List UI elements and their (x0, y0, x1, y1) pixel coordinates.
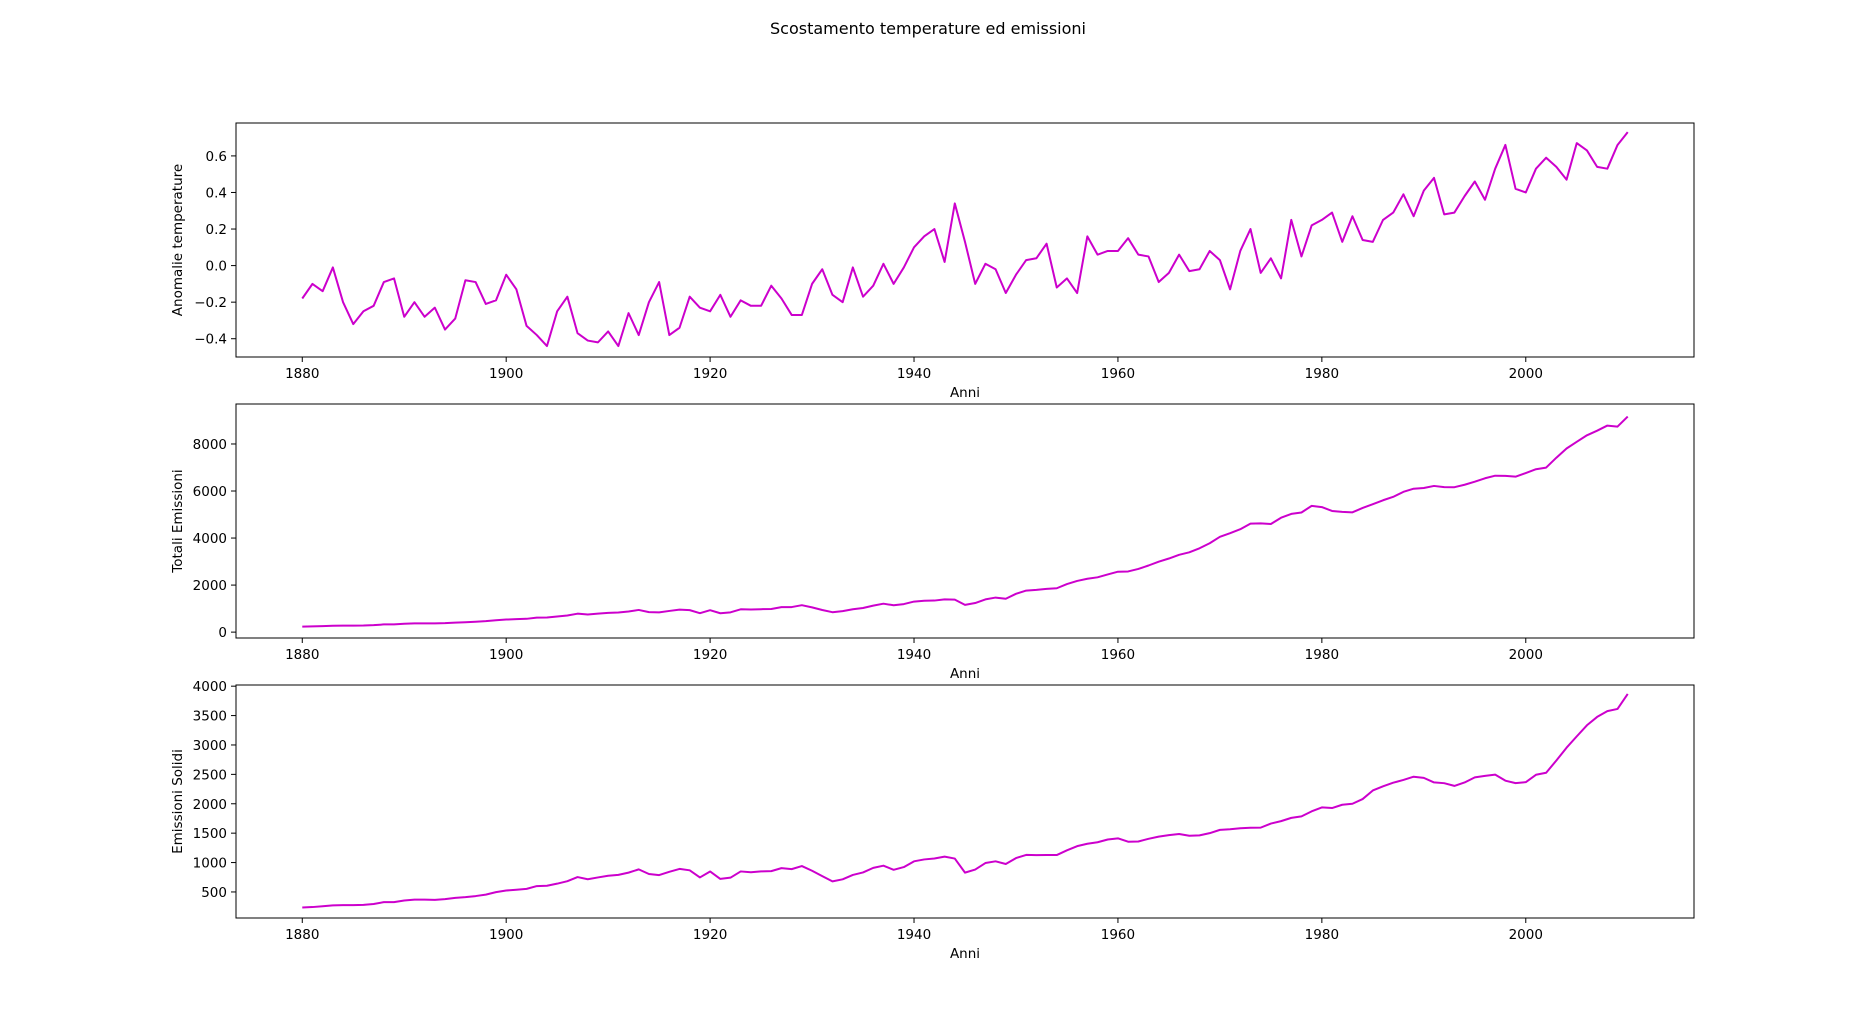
subplot-temperature-anomaly: 1880 1900 1920 1940 1960 1980 2000 −0.4 −0.2 0.0 0… (170, 122, 1695, 401)
temperature-anomaly-x-tick-label: 1880 (285, 366, 319, 382)
temperature-anomaly-x-tick-label: 1900 (489, 366, 523, 382)
solid-emissions-x-tick-label: 1900 (489, 927, 523, 943)
solid-emissions-y-tick-label: 3500 (193, 709, 227, 725)
temperature-anomaly-x-tick-label: 1940 (897, 366, 931, 382)
solid-emissions-y-tick-label: 500 (201, 885, 227, 901)
solid-emissions-x-axis-label: Anni (950, 946, 980, 962)
figure-title: Scostamento temperature ed emissioni (770, 19, 1086, 38)
total-emissions-y-tick-label: 8000 (193, 437, 227, 453)
solid-emissions-x-tick-label: 1880 (285, 927, 319, 943)
solid-emissions-y-tick-label: 2000 (193, 797, 227, 813)
total-emissions-axes-frame (235, 403, 1695, 639)
total-emissions-x-tick-label: 1880 (285, 647, 319, 663)
temperature-anomaly-series-line (301, 131, 1629, 348)
temperature-anomaly-y-tick-label: −0.4 (194, 332, 227, 348)
temperature-anomaly-x-tick-label: 1960 (1101, 366, 1135, 382)
solid-emissions-x-tick-label: 1940 (897, 927, 931, 943)
temperature-anomaly-x-tick-label: 1920 (693, 366, 727, 382)
temperature-anomaly-x-tick-label: 2000 (1509, 366, 1543, 382)
solid-emissions-x-tick-label: 1960 (1101, 927, 1135, 943)
total-emissions-x-tick-label: 1980 (1305, 647, 1339, 663)
solid-emissions-x-tick-label: 1980 (1305, 927, 1339, 943)
solid-emissions-x-tick-label: 1920 (693, 927, 727, 943)
temperature-anomaly-y-tick-label: 0.2 (206, 222, 227, 238)
temperature-anomaly-x-axis-label: Anni (950, 385, 980, 401)
total-emissions-y-tick-label: 6000 (193, 484, 227, 500)
solid-emissions-y-tick-label: 3000 (193, 738, 227, 754)
total-emissions-x-tick-label: 1940 (897, 647, 931, 663)
total-emissions-y-tick-label: 4000 (193, 531, 227, 547)
total-emissions-y-axis-label: Totali Emissioni (170, 469, 186, 573)
total-emissions-x-tick-label: 1920 (693, 647, 727, 663)
solid-emissions-series-line (302, 693, 1629, 909)
temperature-anomaly-axes-frame (235, 122, 1695, 358)
solid-emissions-x-tick-label: 2000 (1509, 927, 1543, 943)
subplot-total-emissions: 1880 1900 1920 1940 1960 1980 2000 0 2000 4000 600… (170, 403, 1695, 682)
temperature-anomaly-y-axis-label: Anomalie temperature (170, 164, 186, 316)
solid-emissions-y-tick-label: 4000 (193, 679, 227, 695)
temperature-anomaly-y-tick-label: 0.4 (206, 185, 227, 201)
solid-emissions-axes-frame (235, 684, 1695, 919)
solid-emissions-y-tick-label: 1000 (193, 856, 227, 872)
subplot-solid-emissions: 1880 1900 1920 1940 1960 1980 2000 500 1000 1500 2… (170, 679, 1695, 962)
total-emissions-y-tick-label: 2000 (193, 578, 227, 594)
total-emissions-x-tick-label: 1960 (1101, 647, 1135, 663)
total-emissions-x-axis-label: Anni (950, 666, 980, 682)
temperature-anomaly-y-tick-label: 0.0 (206, 259, 227, 275)
temperature-anomaly-y-tick-label: −0.2 (194, 295, 227, 311)
solid-emissions-y-tick-label: 1500 (193, 826, 227, 842)
total-emissions-y-tick-label: 0 (218, 625, 227, 641)
temperature-anomaly-y-tick-label: 0.6 (206, 149, 227, 165)
temperature-anomaly-x-tick-label: 1980 (1305, 366, 1339, 382)
solid-emissions-y-tick-label: 2500 (193, 767, 227, 783)
total-emissions-x-tick-label: 2000 (1509, 647, 1543, 663)
solid-emissions-y-axis-label: Emissioni Solidi (170, 749, 186, 854)
total-emissions-series-line (302, 415, 1629, 628)
total-emissions-x-tick-label: 1900 (489, 647, 523, 663)
